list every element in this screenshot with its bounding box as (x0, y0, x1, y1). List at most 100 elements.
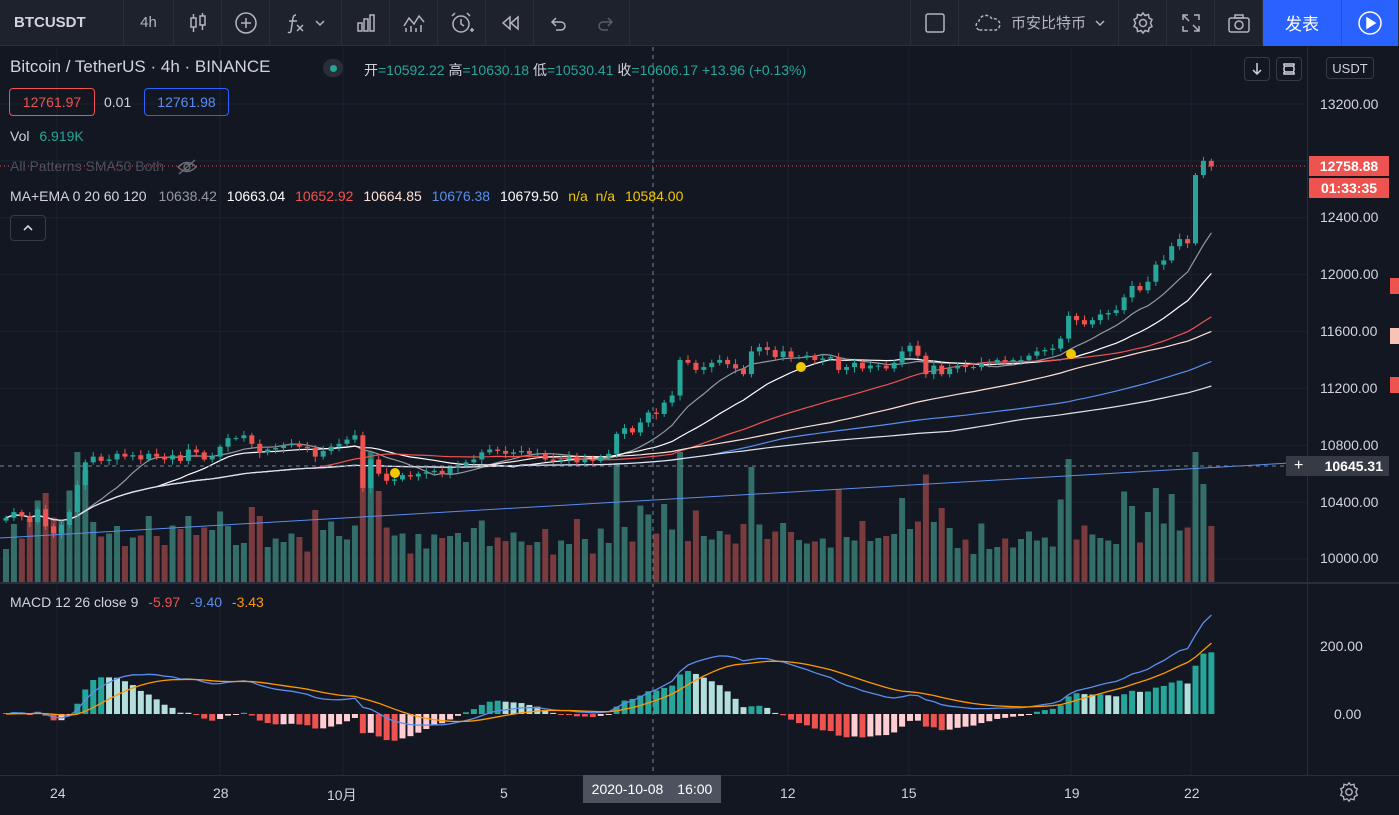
volume-bar (907, 529, 914, 582)
settings-gear-icon[interactable] (1119, 0, 1167, 46)
undo-icon[interactable] (534, 0, 582, 46)
cloud-icon (975, 14, 1001, 31)
chart-settings-gear-icon[interactable] (1338, 781, 1360, 803)
close-label: 收 (617, 62, 632, 78)
volume-bar (510, 532, 517, 582)
candle-body (645, 412, 651, 423)
macd-histogram-bar (938, 714, 945, 731)
buy-price-button[interactable]: 12761.98 (144, 88, 229, 116)
volume-bar (248, 507, 255, 582)
macd-histogram-bar (336, 714, 343, 725)
volume-bar (891, 534, 898, 582)
high-value: =10630.18 (462, 62, 530, 78)
candle-body (756, 347, 762, 352)
volume-bar (661, 504, 668, 582)
volume-bar (1049, 546, 1056, 582)
candle-body (1042, 349, 1048, 352)
collapse-legend-button[interactable] (10, 215, 46, 241)
templates-icon[interactable] (390, 0, 438, 46)
candle-body (677, 359, 683, 396)
candle-body (193, 449, 199, 453)
macd-histogram-bar (732, 698, 739, 714)
volume-bar (58, 521, 65, 582)
volume-bar (835, 489, 842, 582)
sell-price-button[interactable]: 12761.97 (9, 88, 95, 116)
add-compare-icon[interactable] (222, 0, 270, 46)
candlestick-type-icon[interactable] (174, 0, 222, 46)
layout-select-icon[interactable] (911, 0, 959, 46)
plus-icon[interactable]: + (1294, 457, 1304, 474)
macd-histogram-bar (946, 714, 953, 730)
volume-bar (161, 545, 168, 582)
fullscreen-icon[interactable] (1167, 0, 1215, 46)
volume-legend[interactable]: Vol 6.919K (10, 128, 84, 144)
pane-divider[interactable] (0, 582, 1399, 584)
candle-body (709, 362, 715, 368)
price-chart[interactable] (0, 47, 1307, 775)
candle-body (693, 362, 699, 370)
candle-body (1177, 239, 1183, 247)
macd-histogram-bar (264, 714, 271, 724)
publish-button[interactable]: 发表 (1263, 0, 1341, 46)
candle-body (281, 445, 287, 449)
macd-histogram-bar (1113, 696, 1120, 714)
macd-legend[interactable]: MACD 12 26 close 9 -5.97 -9.40 -3.43 (10, 594, 264, 610)
time-label: 22 (1184, 785, 1200, 801)
macd-histogram-bar (320, 714, 327, 729)
candle-body (931, 365, 937, 375)
interval-button[interactable]: 4h (124, 0, 174, 46)
hidden-eye-icon[interactable] (176, 159, 198, 175)
volume-bar (264, 547, 271, 582)
ma-value-2: 10652.92 (295, 188, 354, 204)
volume-bar (938, 508, 945, 582)
candle-body (582, 459, 588, 463)
candle-body (368, 459, 374, 488)
price-axis[interactable] (1307, 47, 1399, 775)
ma-ema-legend[interactable]: MA+EMA 0 20 60 120 10638.42 10663.04 106… (10, 188, 683, 204)
candle-body (1121, 297, 1127, 311)
macd-histogram-bar (1049, 708, 1056, 714)
volume-bar (692, 510, 699, 582)
macd-histogram-bar (1033, 711, 1040, 714)
financials-icon[interactable] (342, 0, 390, 46)
macd-histogram-bar (526, 704, 533, 714)
volume-bar (1129, 506, 1136, 582)
candle-body (526, 450, 532, 454)
patterns-legend[interactable]: All Patterns SMA50 Both (10, 158, 198, 175)
indicators-button[interactable] (270, 0, 342, 46)
macd-histogram-bar (177, 712, 184, 714)
macd-histogram-bar (986, 714, 993, 722)
currency-button[interactable]: USDT (1326, 57, 1374, 79)
macd-histogram-bar (716, 685, 723, 714)
volume-bar (193, 535, 200, 582)
candle-body (566, 456, 572, 460)
volume-bar (1208, 526, 1215, 582)
volume-bar (3, 549, 9, 582)
volume-bar (1184, 527, 1191, 582)
replay-icon[interactable] (486, 0, 534, 46)
candle-body (495, 449, 501, 451)
alert-marker (1390, 278, 1399, 294)
symbol-search-button[interactable]: BTCUSDT (0, 0, 124, 46)
crosshair-date: 2020-10-08 (591, 781, 664, 797)
macd-histogram-bar (58, 714, 65, 721)
volume-bar (677, 452, 684, 582)
alert-clock-icon[interactable] (438, 0, 486, 46)
candle-body (177, 455, 183, 461)
market-status-icon[interactable] (323, 59, 343, 77)
candle-body (733, 364, 739, 369)
play-circle-icon[interactable] (1341, 0, 1399, 46)
macd-histogram-bar (978, 714, 985, 724)
save-layout-button[interactable]: 币安比特币 (959, 0, 1119, 46)
candle-body (1002, 359, 1008, 362)
macd-histogram-bar (232, 714, 239, 715)
volume-bar (566, 544, 573, 582)
snapshot-camera-icon[interactable] (1215, 0, 1263, 46)
download-arrow-icon[interactable] (1244, 57, 1270, 81)
macd-histogram-bar (391, 714, 398, 741)
macd-histogram-bar (486, 701, 493, 714)
volume-bar (684, 541, 691, 582)
auto-scale-icon[interactable] (1276, 57, 1302, 81)
redo-icon[interactable] (582, 0, 630, 46)
volume-bar (415, 534, 422, 582)
